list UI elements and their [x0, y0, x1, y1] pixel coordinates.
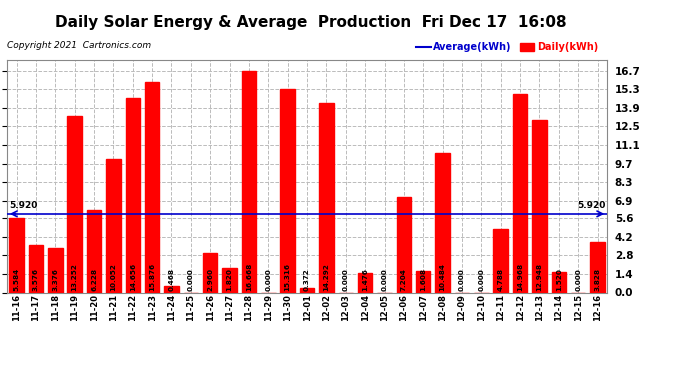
Text: 14.968: 14.968	[517, 263, 523, 291]
Text: Daily Solar Energy & Average  Production  Fri Dec 17  16:08: Daily Solar Energy & Average Production …	[55, 15, 566, 30]
Bar	[513, 94, 527, 292]
Text: 5.920: 5.920	[9, 201, 37, 210]
Text: 0.000: 0.000	[382, 268, 388, 291]
Text: 2.960: 2.960	[207, 268, 213, 291]
Bar	[126, 98, 140, 292]
Bar	[416, 271, 431, 292]
Bar	[241, 71, 256, 292]
Text: 0.000: 0.000	[188, 268, 194, 291]
Bar	[435, 153, 450, 292]
Bar	[87, 210, 101, 292]
Text: 15.876: 15.876	[149, 263, 155, 291]
Bar	[532, 120, 546, 292]
Bar	[164, 286, 179, 292]
Text: 0.000: 0.000	[575, 268, 581, 291]
Text: 10.484: 10.484	[440, 264, 446, 291]
Bar	[10, 218, 24, 292]
Bar	[68, 117, 82, 292]
Bar	[551, 272, 566, 292]
Text: 10.052: 10.052	[110, 264, 117, 291]
Text: 15.316: 15.316	[285, 263, 290, 291]
Text: 6.228: 6.228	[91, 268, 97, 291]
Text: 0.000: 0.000	[266, 268, 271, 291]
Text: 1.820: 1.820	[226, 268, 233, 291]
Bar	[145, 82, 159, 292]
Bar	[48, 248, 63, 292]
Text: 14.292: 14.292	[324, 264, 329, 291]
Text: 0.000: 0.000	[478, 268, 484, 291]
Text: 3.376: 3.376	[52, 268, 59, 291]
Text: 4.788: 4.788	[497, 268, 504, 291]
Legend: Average(kWh), Daily(kWh): Average(kWh), Daily(kWh)	[412, 39, 602, 56]
Text: Copyright 2021  Cartronics.com: Copyright 2021 Cartronics.com	[7, 41, 151, 50]
Bar	[319, 103, 334, 292]
Bar	[280, 89, 295, 292]
Text: 1.520: 1.520	[555, 268, 562, 291]
Text: 0.000: 0.000	[459, 268, 465, 291]
Text: 7.204: 7.204	[401, 268, 407, 291]
Text: 0.468: 0.468	[168, 268, 175, 291]
Bar	[203, 253, 217, 292]
Text: 1.476: 1.476	[362, 268, 368, 291]
Text: 5.584: 5.584	[14, 268, 19, 291]
Bar	[493, 229, 508, 292]
Text: 3.828: 3.828	[595, 268, 600, 291]
Text: 13.252: 13.252	[72, 264, 78, 291]
Text: 12.948: 12.948	[536, 263, 542, 291]
Text: 3.576: 3.576	[33, 268, 39, 291]
Bar	[358, 273, 373, 292]
Text: 0.372: 0.372	[304, 268, 310, 291]
Text: 16.668: 16.668	[246, 263, 252, 291]
Bar	[106, 159, 121, 292]
Bar	[397, 197, 411, 292]
Text: 1.608: 1.608	[420, 268, 426, 291]
Bar	[29, 245, 43, 292]
Text: 14.656: 14.656	[130, 263, 136, 291]
Text: 5.920: 5.920	[577, 201, 605, 210]
Text: 0.000: 0.000	[343, 268, 348, 291]
Bar	[590, 242, 604, 292]
Bar	[299, 288, 315, 292]
Bar	[222, 268, 237, 292]
